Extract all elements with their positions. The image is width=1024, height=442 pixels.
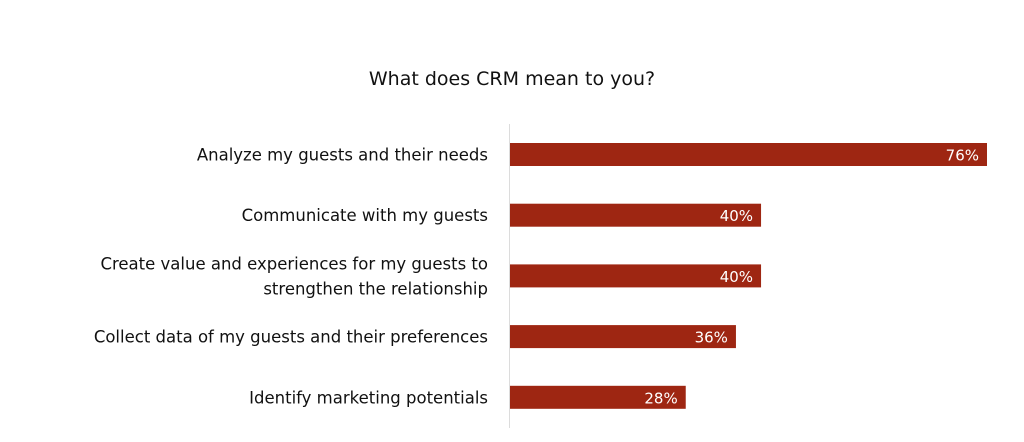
bar	[510, 264, 762, 288]
bar	[510, 385, 686, 409]
bar	[510, 325, 736, 349]
data-label: 36%	[695, 329, 728, 347]
data-label: 40%	[720, 268, 753, 286]
category-label: strengthen the relationship	[263, 279, 488, 298]
data-label: 28%	[644, 389, 677, 407]
category-label: Collect data of my guests and their pref…	[94, 328, 488, 347]
bar	[510, 203, 762, 227]
category-label: Communicate with my guests	[242, 206, 488, 225]
bar	[510, 143, 987, 166]
category-label: Create value and experiences for my gues…	[100, 254, 488, 273]
category-label: Identify marketing potentials	[249, 388, 488, 407]
category-label: Analyze my guests and their needs	[197, 146, 488, 165]
data-label: 40%	[720, 207, 753, 225]
chart-title: What does CRM mean to you?	[368, 68, 656, 90]
data-label: 76%	[946, 147, 979, 165]
